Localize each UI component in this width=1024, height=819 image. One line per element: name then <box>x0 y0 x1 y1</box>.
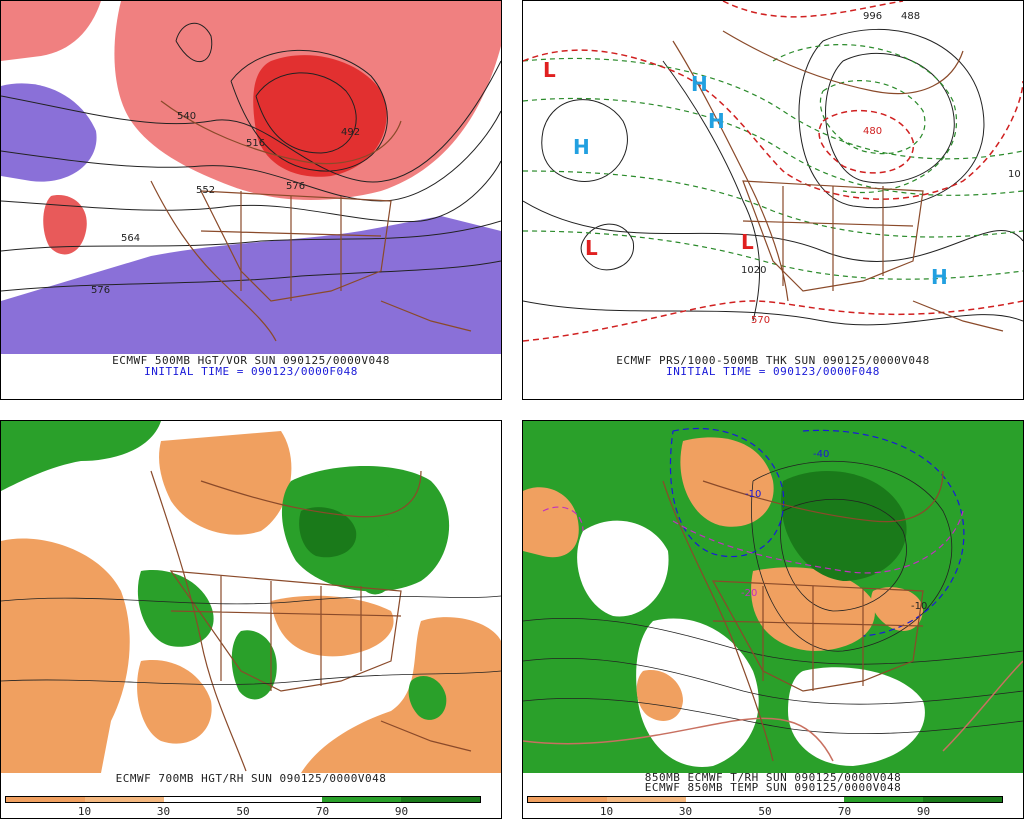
colorbar-tick: 70 <box>837 805 852 818</box>
high-pressure-marker: H <box>573 135 590 159</box>
colorbar-tick: 30 <box>678 805 693 818</box>
contour-label: -10 <box>745 489 761 500</box>
panel-prs-thickness: H H H H L L L 996 488 480 1020 570 10 EC… <box>522 0 1024 400</box>
contour-label: 488 <box>901 11 920 22</box>
panel-caption: ECMWF 500MB HGT/VOR SUN 090125/0000V048 <box>112 354 390 367</box>
low-pressure-marker: L <box>741 230 754 254</box>
high-pressure-marker: H <box>931 265 948 289</box>
contour-label: 570 <box>751 315 770 326</box>
panel-frame <box>0 0 502 400</box>
rh-colorbar <box>527 796 1003 803</box>
contour-label: -20 <box>741 588 757 599</box>
rh-colorbar <box>5 796 481 803</box>
colorbar-ticks: 10 30 50 70 90 <box>527 806 1003 818</box>
contour-label: 10 <box>1008 169 1021 180</box>
panel-caption: ECMWF 700MB HGT/RH SUN 090125/0000V048 <box>115 772 387 785</box>
relative-humidity-map <box>1 421 501 773</box>
colorbar-ticks: 10 30 50 70 90 <box>5 806 481 818</box>
contour-label: 576 <box>286 181 305 192</box>
contour-label: 480 <box>863 126 882 137</box>
high-pressure-marker: H <box>691 72 708 96</box>
high-pressure-marker: H <box>708 109 725 133</box>
colorbar-tick: 70 <box>315 805 330 818</box>
contour-label: 1020 <box>741 265 766 276</box>
low-pressure-marker: L <box>543 58 556 82</box>
panel-700mb-hgt-rh: ECMWF 700MB HGT/RH SUN 090125/0000V048 1… <box>0 420 502 819</box>
contour-label: 552 <box>196 185 215 196</box>
panel-caption-secondary: ECMWF 850MB TEMP SUN 090125/0000V048 <box>644 781 902 794</box>
temperature-rh-map: -40 -10 -20 -10 <box>523 421 1023 773</box>
colorbar-tick: 90 <box>394 805 409 818</box>
panel-caption: 850MB ECMWF T/RH SUN 090125/0000V048 <box>644 771 902 784</box>
colorbar-tick: 50 <box>236 805 250 818</box>
pressure-thickness-map: H H H H L L L 996 488 480 1020 570 10 <box>523 1 1023 354</box>
vorticity-map: 540 516 492 564 552 576 576 <box>1 1 501 354</box>
contour-label: -40 <box>813 449 829 460</box>
colorbar-tick: 10 <box>599 805 614 818</box>
contour-label: 516 <box>246 138 265 149</box>
contour-label: 492 <box>341 127 360 138</box>
panel-500mb-hgt-vor: 540 516 492 564 552 576 576 ECMWF 500MB … <box>0 0 502 400</box>
colorbar-tick: 30 <box>156 805 171 818</box>
panel-caption: ECMWF PRS/1000-500MB THK SUN 090125/0000… <box>616 354 930 367</box>
panel-850mb-t-rh: -40 -10 -20 -10 850MB ECMWF T/RH SUN 090… <box>522 420 1024 819</box>
colorbar-tick: 90 <box>916 805 931 818</box>
contour-label: 576 <box>91 285 110 296</box>
colorbar-tick: 50 <box>758 805 772 818</box>
contour-label: 564 <box>121 233 140 244</box>
initial-time-caption: INITIAL TIME = 090123/0000F048 <box>144 365 358 378</box>
low-pressure-marker: L <box>585 236 598 260</box>
initial-time-caption: INITIAL TIME = 090123/0000F048 <box>666 365 880 378</box>
contour-label: -10 <box>911 601 927 612</box>
contour-label: 996 <box>863 11 882 22</box>
contour-label: 540 <box>177 111 196 122</box>
colorbar-tick: 10 <box>77 805 92 818</box>
